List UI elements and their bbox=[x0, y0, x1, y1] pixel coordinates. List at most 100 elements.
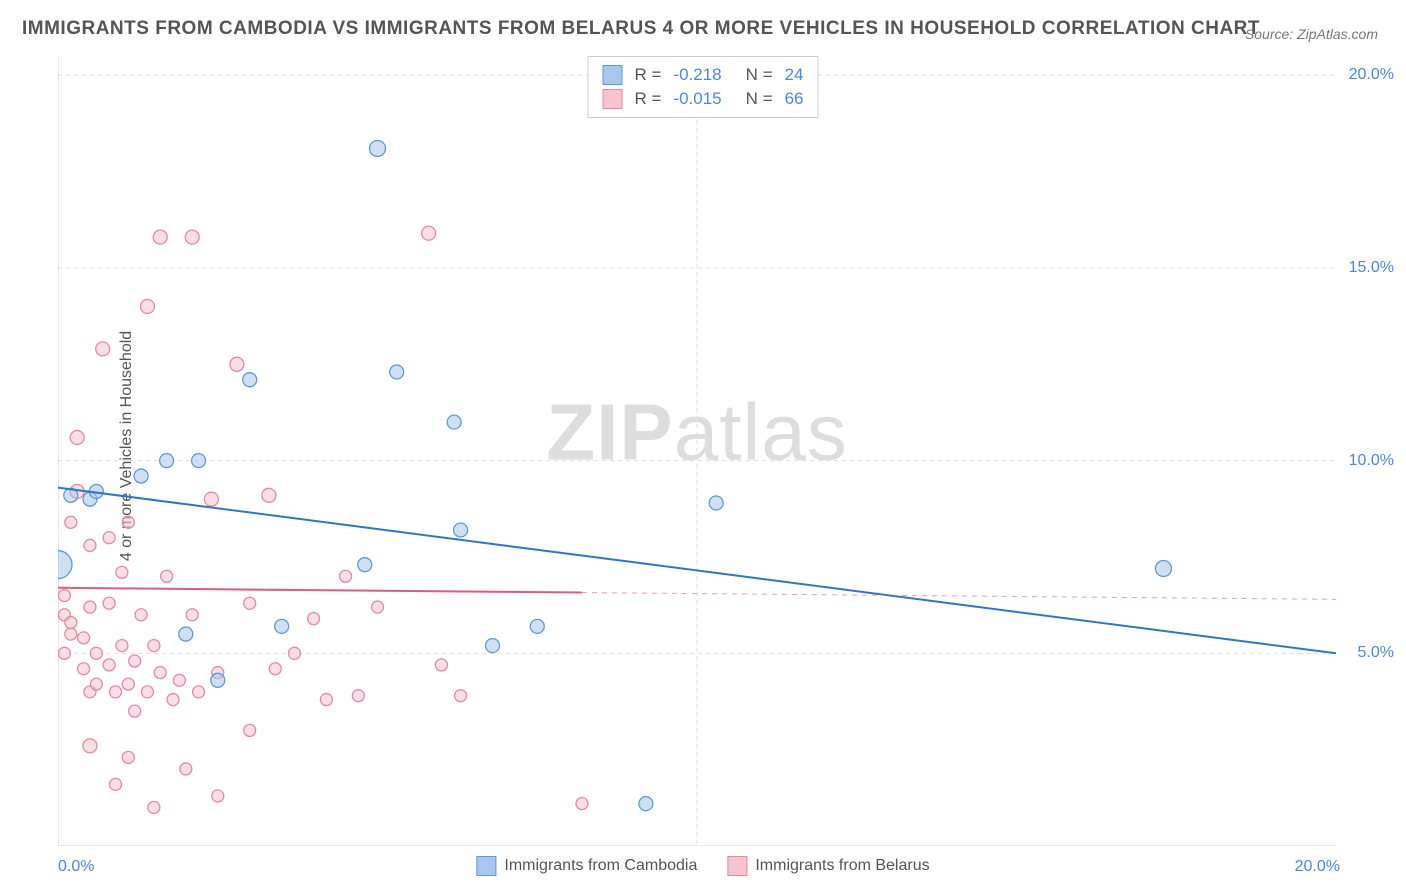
n-value: 66 bbox=[785, 89, 804, 109]
belarus-point bbox=[65, 628, 77, 640]
belarus-point bbox=[455, 690, 467, 702]
belarus-point bbox=[140, 299, 154, 313]
chart-plot-area: ZIPatlas bbox=[58, 56, 1336, 846]
belarus-point bbox=[262, 488, 276, 502]
belarus-point bbox=[372, 601, 384, 613]
belarus-point bbox=[193, 686, 205, 698]
belarus-point bbox=[129, 655, 141, 667]
belarus-point bbox=[103, 532, 115, 544]
n-label: N = bbox=[746, 65, 773, 85]
cambodia-point bbox=[370, 140, 386, 156]
cambodia-point bbox=[454, 523, 468, 537]
belarus-point bbox=[288, 647, 300, 659]
belarus-point bbox=[435, 659, 447, 671]
belarus-point bbox=[173, 674, 185, 686]
belarus-point bbox=[352, 690, 364, 702]
r-label: R = bbox=[635, 65, 662, 85]
belarus-point bbox=[576, 798, 588, 810]
belarus-point bbox=[58, 590, 70, 602]
series-label: Immigrants from Cambodia bbox=[504, 857, 697, 875]
belarus-point bbox=[212, 790, 224, 802]
belarus-point bbox=[122, 516, 134, 528]
belarus-point bbox=[320, 694, 332, 706]
chart-title: IMMIGRANTS FROM CAMBODIA VS IMMIGRANTS F… bbox=[22, 18, 1260, 40]
belarus-point bbox=[110, 778, 122, 790]
belarus-point bbox=[78, 632, 90, 644]
belarus-point bbox=[83, 739, 97, 753]
x-tick-label: 20.0% bbox=[1295, 858, 1340, 876]
belarus-point bbox=[153, 230, 167, 244]
cambodia-point bbox=[447, 415, 461, 429]
belarus-point bbox=[84, 601, 96, 613]
belarus-point bbox=[161, 570, 173, 582]
belarus-point bbox=[148, 640, 160, 652]
cambodia-point bbox=[275, 619, 289, 633]
cambodia-point bbox=[639, 797, 653, 811]
y-tick-label: 20.0% bbox=[1349, 66, 1394, 84]
belarus-point bbox=[308, 613, 320, 625]
series-label: Immigrants from Belarus bbox=[755, 857, 929, 875]
belarus-trendline bbox=[58, 588, 582, 593]
belarus-point bbox=[230, 357, 244, 371]
cambodia-point bbox=[1155, 561, 1171, 577]
belarus-point bbox=[148, 801, 160, 813]
correlation-legend-row: R = -0.218 N = 24 bbox=[603, 63, 804, 87]
belarus-point bbox=[204, 492, 218, 506]
n-label: N = bbox=[746, 89, 773, 109]
belarus-point bbox=[58, 647, 70, 659]
series-legend-item: Immigrants from Cambodia bbox=[476, 856, 697, 876]
correlation-legend-row: R = -0.015 N = 66 bbox=[603, 87, 804, 111]
cambodia-point bbox=[486, 639, 500, 653]
cambodia-point bbox=[243, 373, 257, 387]
n-value: 24 bbox=[785, 65, 804, 85]
belarus-point bbox=[96, 342, 110, 356]
cambodia-point bbox=[134, 469, 148, 483]
r-value: -0.218 bbox=[673, 65, 721, 85]
belarus-point bbox=[180, 763, 192, 775]
belarus-trendline-extrap bbox=[582, 593, 1336, 600]
y-tick-label: 5.0% bbox=[1358, 644, 1394, 662]
chart-container: IMMIGRANTS FROM CAMBODIA VS IMMIGRANTS F… bbox=[0, 0, 1406, 892]
r-label: R = bbox=[635, 89, 662, 109]
r-value: -0.015 bbox=[673, 89, 721, 109]
source-attribution: Source: ZipAtlas.com bbox=[1245, 26, 1378, 42]
belarus-point bbox=[103, 659, 115, 671]
cambodia-point bbox=[179, 627, 193, 641]
cambodia-point bbox=[530, 619, 544, 633]
belarus-point bbox=[78, 663, 90, 675]
belarus-point bbox=[116, 566, 128, 578]
cambodia-point bbox=[390, 365, 404, 379]
belarus-point bbox=[65, 516, 77, 528]
cambodia-point bbox=[160, 454, 174, 468]
belarus-point bbox=[269, 663, 281, 675]
cambodia-point bbox=[358, 558, 372, 572]
belarus-point bbox=[116, 640, 128, 652]
belarus-point bbox=[70, 431, 84, 445]
cambodia-swatch bbox=[603, 65, 623, 85]
belarus-swatch bbox=[603, 89, 623, 109]
belarus-point bbox=[154, 667, 166, 679]
belarus-point bbox=[244, 597, 256, 609]
cambodia-point bbox=[211, 673, 225, 687]
y-tick-label: 10.0% bbox=[1349, 452, 1394, 470]
belarus-point bbox=[65, 616, 77, 628]
correlation-legend: R = -0.218 N = 24 R = -0.015 N = 66 bbox=[588, 56, 819, 118]
cambodia-point bbox=[192, 454, 206, 468]
series-legend-item: Immigrants from Belarus bbox=[727, 856, 929, 876]
cambodia-swatch bbox=[476, 856, 496, 876]
x-tick-label: 0.0% bbox=[58, 858, 94, 876]
belarus-point bbox=[90, 647, 102, 659]
belarus-point bbox=[422, 226, 436, 240]
y-tick-label: 15.0% bbox=[1349, 259, 1394, 277]
belarus-point bbox=[129, 705, 141, 717]
belarus-swatch bbox=[727, 856, 747, 876]
belarus-point bbox=[185, 230, 199, 244]
series-legend: Immigrants from Cambodia Immigrants from … bbox=[476, 856, 929, 876]
cambodia-point bbox=[709, 496, 723, 510]
belarus-point bbox=[167, 694, 179, 706]
belarus-point bbox=[141, 686, 153, 698]
belarus-point bbox=[84, 539, 96, 551]
belarus-point bbox=[135, 609, 147, 621]
scatter-plot-svg bbox=[58, 56, 1336, 846]
belarus-point bbox=[110, 686, 122, 698]
